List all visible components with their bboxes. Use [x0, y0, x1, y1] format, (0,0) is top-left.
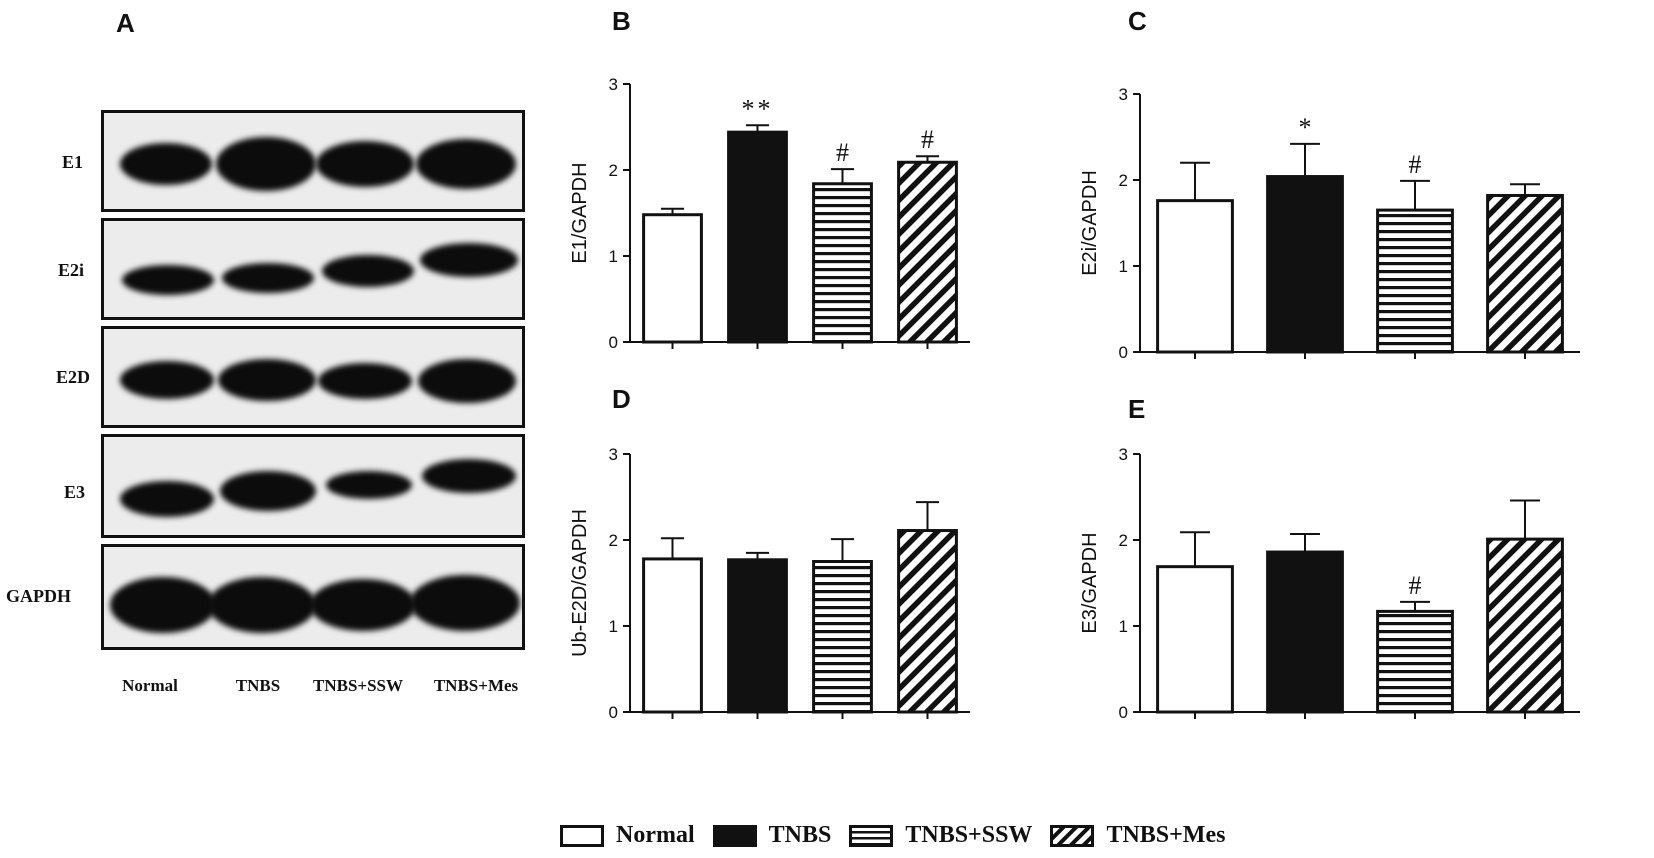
y-tick-label: 1: [609, 247, 618, 266]
bar-horizontal: [812, 560, 873, 714]
y-axis-label: Ub-E2D/GAPDH: [569, 509, 591, 657]
panel-b-letter: B: [612, 6, 631, 36]
legend-label: TNBS: [768, 822, 832, 848]
legend-item-tnbs: TNBS: [712, 822, 832, 849]
blot-strip-e3: [101, 434, 525, 538]
panel-e-letter: E: [1128, 394, 1146, 424]
blot-band: [416, 139, 516, 189]
y-tick-label: 1: [609, 617, 618, 636]
y-axis-label: E2i/GAPDH: [1079, 170, 1101, 276]
chart-e2i: E2i/GAPDH 0 1 2 3 * #: [1079, 85, 1580, 362]
bar-horizontal: [812, 182, 873, 344]
blot-label-e1: E1: [62, 152, 84, 172]
legend-item-tnbs-ssw: TNBS+SSW: [849, 822, 1032, 849]
legend-item-normal: Normal: [560, 822, 695, 849]
y-tick-label: 1: [1119, 257, 1128, 276]
bar-white: [1156, 565, 1234, 714]
bar-white: [642, 213, 703, 344]
blot-strip-gapdh: [101, 544, 525, 650]
blot-band: [410, 575, 520, 631]
y-axis-label: E3/GAPDH: [1079, 532, 1101, 633]
lane-label-tnbs: TNBS: [235, 676, 281, 695]
blot-label-e2d: E2D: [56, 367, 91, 387]
blot-band: [418, 359, 516, 403]
lane-label-normal: Normal: [122, 676, 178, 695]
y-tick-label: 1: [1119, 617, 1128, 636]
panel-a-letter: A: [116, 8, 135, 38]
y-tick-label: 2: [1119, 171, 1128, 190]
legend-item-tnbs-mes: TNBS+Mes: [1050, 822, 1225, 849]
blot-band: [322, 255, 414, 287]
panel-c-letter: C: [1128, 6, 1147, 36]
y-tick-label: 0: [1119, 703, 1128, 722]
blot-band: [120, 481, 214, 517]
bar-white: [642, 557, 703, 714]
y-tick-label: 3: [609, 75, 618, 94]
legend-swatch-white: [560, 824, 604, 847]
bar-black: [1266, 175, 1344, 354]
blot-band: [420, 243, 518, 277]
blot-strip-e1: [101, 110, 525, 212]
y-tick-label: 2: [609, 161, 618, 180]
y-tick-label: 2: [609, 531, 618, 550]
blot-band: [120, 361, 214, 399]
blot-band: [326, 471, 412, 499]
panel-d-letter: D: [612, 384, 631, 414]
legend-swatch-black: [712, 824, 757, 847]
legend-label: TNBS+SSW: [905, 822, 1033, 848]
blot-band: [120, 143, 212, 185]
bar-black: [1266, 550, 1344, 714]
blot-band: [318, 363, 412, 399]
legend-swatch-diagonal: [1050, 824, 1095, 847]
bar-horizontal: [1376, 208, 1454, 354]
bar-black: [727, 130, 788, 344]
significance-marker: **: [742, 94, 774, 123]
y-tick-label: 2: [1119, 531, 1128, 550]
bar-horizontal: [1376, 609, 1454, 714]
chart-e3: E3/GAPDH 0 1 2 3 #: [1079, 445, 1580, 722]
bar-diagonal: [1486, 193, 1564, 354]
blot-band: [110, 577, 216, 633]
lane-label-tnbs-mes: TNBS+Mes: [433, 676, 519, 695]
blot-label-e2i: E2i: [58, 260, 85, 280]
legend-swatch-horizontal: [849, 824, 894, 847]
blot-band: [222, 263, 314, 293]
blot-label-e3: E3: [64, 482, 86, 502]
bar-diagonal: [1486, 537, 1564, 714]
y-tick-label: 3: [609, 445, 618, 464]
bar-diagonal: [897, 529, 958, 714]
blot-band: [220, 471, 316, 511]
significance-marker: #: [1409, 571, 1422, 600]
y-tick-label: 0: [609, 333, 618, 352]
bar-black: [727, 558, 788, 714]
legend-label: TNBS+Mes: [1106, 822, 1226, 848]
y-tick-label: 3: [1119, 85, 1128, 104]
blot-band: [422, 459, 516, 493]
bar-diagonal: [897, 160, 958, 344]
significance-marker: #: [921, 125, 934, 154]
blot-band: [310, 579, 416, 631]
y-tick-label: 0: [609, 703, 618, 722]
blot-strip-e2i: [101, 218, 525, 320]
significance-marker: #: [836, 138, 849, 167]
blot-band: [208, 577, 316, 633]
y-tick-label: 3: [1119, 445, 1128, 464]
blot-label-gapdh: GAPDH: [6, 586, 71, 606]
lane-label-tnbs-ssw: TNBS+SSW: [312, 676, 403, 695]
bar-white: [1156, 199, 1234, 354]
blot-strip-e2d: [101, 326, 525, 428]
blot-band: [316, 141, 414, 187]
legend: Normal TNBS TNBS+SSW TNBS+Mes: [560, 822, 1243, 849]
chart-e1: E1/GAPDH 0 1 2 3 ** # #: [569, 75, 970, 352]
y-axis-label: E1/GAPDH: [569, 162, 591, 263]
significance-marker: *: [1299, 113, 1312, 142]
chart-ub-e2d: Ub-E2D/GAPDH 0 1 2 3: [569, 445, 970, 722]
legend-label: Normal: [616, 822, 695, 848]
blot-band: [216, 137, 316, 191]
blot-band: [122, 265, 214, 295]
significance-marker: #: [1409, 150, 1422, 179]
blot-band: [218, 359, 316, 401]
y-tick-label: 0: [1119, 343, 1128, 362]
